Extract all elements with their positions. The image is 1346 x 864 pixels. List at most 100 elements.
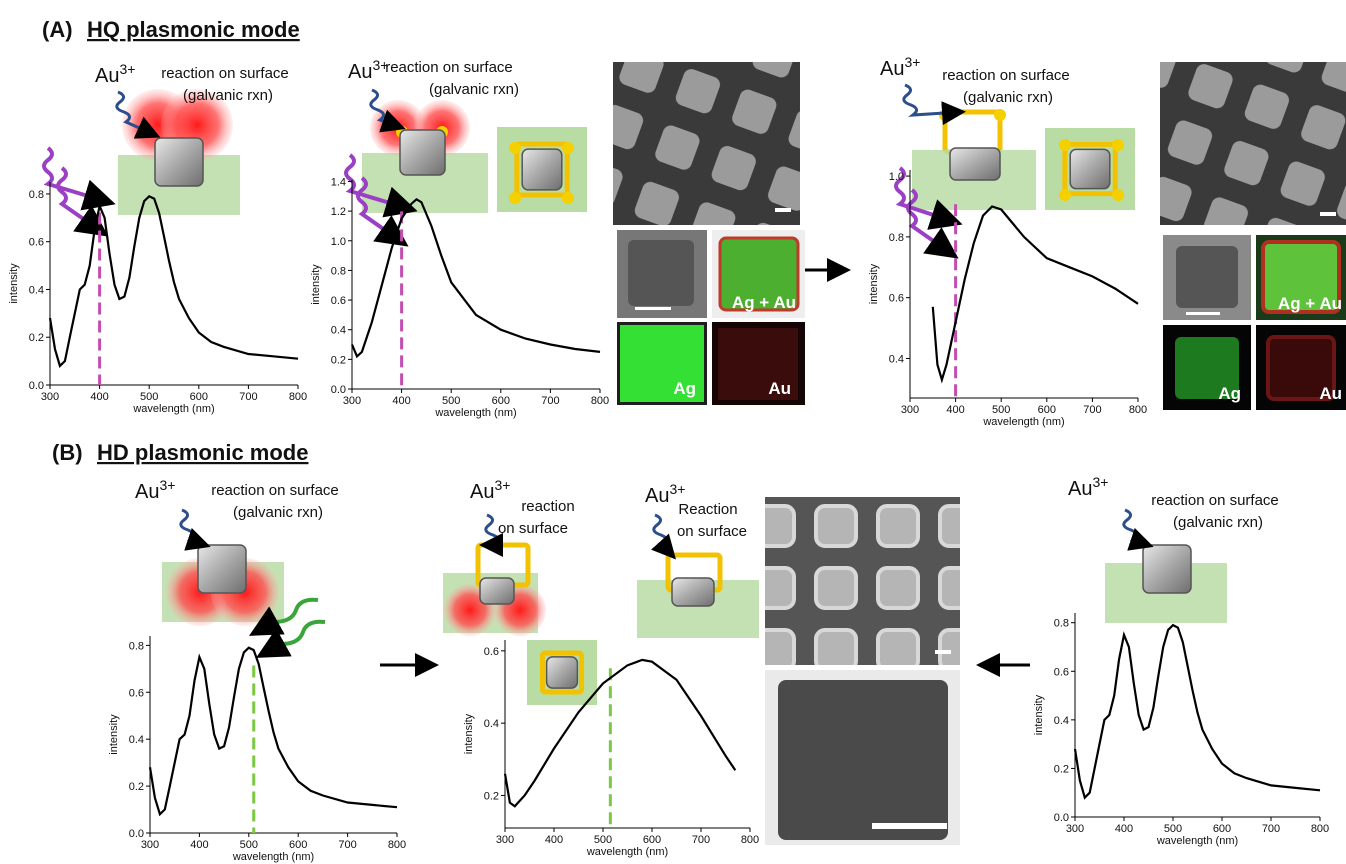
x-tick-label: 600: [643, 834, 661, 846]
x-tick-label: 300: [41, 391, 59, 403]
y-tick-label: 0.2: [331, 354, 346, 366]
charge: 3+: [119, 61, 135, 77]
x-tick-label: 300: [901, 404, 919, 416]
ion-label: Au3+: [1068, 474, 1108, 500]
y-tick-label: 0.2: [29, 332, 44, 344]
spectrum-chart: 3004005006007008000.20.40.6wavelength (n…: [463, 640, 759, 858]
spectrum-line: [1075, 625, 1320, 798]
nanocube: [547, 657, 578, 688]
eds-label: Au: [768, 379, 791, 398]
nanocube: [155, 138, 203, 186]
charge: 3+: [1092, 474, 1108, 490]
spectrum-chart: 3004005006007008000.00.20.40.60.8wavelen…: [108, 636, 406, 863]
ion-label: Au3+: [348, 57, 388, 83]
annotation: reaction on surface: [1151, 492, 1279, 509]
gold-tip: [1059, 139, 1071, 151]
gold-tip: [562, 142, 574, 154]
charge: 3+: [494, 477, 510, 493]
eds-label: Ag + Au: [732, 293, 796, 312]
ion: Au: [470, 481, 494, 503]
ion-arrow: [485, 515, 499, 545]
section-letter: (B): [52, 440, 83, 465]
annotation: (galvanic rxn): [429, 81, 519, 98]
x-tick-label: 800: [388, 839, 406, 851]
x-tick-label: 500: [594, 834, 612, 846]
x-tick-label: 800: [591, 395, 609, 407]
y-tick-label: 0.0: [1054, 812, 1069, 824]
gold-tip: [939, 109, 951, 121]
annotation: reaction on surface: [161, 65, 289, 82]
nanocube: [950, 148, 1000, 180]
x-tick-label: 400: [392, 395, 410, 407]
figure: (A) HQ plasmonic mode (B) HD plasmonic m…: [0, 0, 1346, 864]
y-tick-label: 0.6: [484, 646, 499, 658]
y-axis-label: intensity: [463, 713, 475, 754]
ion: Au: [95, 65, 119, 87]
y-tick-label: 0.4: [29, 284, 44, 296]
ion: Au: [135, 481, 159, 503]
y-tick-label: 0.6: [1054, 666, 1069, 678]
ion: Au: [880, 58, 904, 80]
y-tick-label: 0.8: [331, 265, 346, 277]
annotation: Reaction: [678, 501, 737, 518]
ion-arrow: [1124, 510, 1148, 545]
section-title: HQ plasmonic mode: [87, 17, 300, 42]
light-arrow: [44, 148, 108, 202]
x-axis-label: wavelength (nm): [434, 407, 516, 419]
nanocube: [1143, 545, 1191, 593]
x-tick-label: 600: [1038, 404, 1056, 416]
y-tick-label: 1.0: [331, 236, 346, 248]
x-tick-label: 500: [442, 395, 460, 407]
gold-tip: [994, 109, 1006, 121]
nanocube: [198, 545, 246, 593]
annotation: reaction on surface: [385, 59, 513, 76]
y-tick-label: 1.2: [331, 206, 346, 218]
y-tick-label: 0.8: [129, 640, 144, 652]
x-tick-label: 700: [692, 834, 710, 846]
x-tick-label: 700: [239, 391, 257, 403]
x-tick-label: 300: [141, 839, 159, 851]
y-tick-label: 0.6: [29, 237, 44, 249]
x-tick-label: 300: [1066, 823, 1084, 835]
ion-label: Au3+: [95, 61, 135, 87]
annotation: reaction: [521, 498, 574, 515]
y-tick-label: 0.4: [1054, 715, 1069, 727]
gold-tip: [562, 192, 574, 204]
light-arrow: [263, 622, 325, 654]
eds-label: Ag: [673, 379, 696, 398]
x-tick-label: 500: [1164, 823, 1182, 835]
y-tick-label: 0.6: [129, 687, 144, 699]
y-axis-label: intensity: [310, 264, 322, 305]
charge: 3+: [159, 477, 175, 493]
y-tick-label: 1.0: [889, 171, 904, 183]
y-tick-label: 0.4: [129, 734, 144, 746]
nanocube: [1070, 149, 1110, 188]
y-tick-label: 0.2: [1054, 763, 1069, 775]
spectrum-line: [150, 648, 397, 815]
x-tick-label: 400: [190, 839, 208, 851]
x-tick-label: 600: [492, 395, 510, 407]
ion: Au: [645, 485, 669, 507]
eds-label: Au: [1319, 384, 1342, 403]
x-tick-label: 800: [1311, 823, 1329, 835]
y-tick-label: 0.4: [889, 353, 904, 365]
x-axis-label: wavelength (nm): [586, 846, 668, 858]
y-tick-label: 0.2: [129, 781, 144, 793]
gold-tip: [1112, 139, 1124, 151]
x-tick-label: 700: [541, 395, 559, 407]
gold-tip: [1112, 189, 1124, 201]
x-tick-label: 800: [1129, 404, 1147, 416]
eds-label: Ag: [1218, 384, 1241, 403]
x-tick-label: 500: [992, 404, 1010, 416]
gold-tip: [509, 142, 521, 154]
section-b-title: (B) HD plasmonic mode: [52, 440, 308, 465]
x-tick-label: 600: [289, 839, 307, 851]
gold-frame: [945, 112, 1000, 152]
y-axis-label: intensity: [1033, 694, 1045, 735]
y-tick-label: 0.4: [331, 325, 346, 337]
x-axis-label: wavelength (nm): [232, 851, 314, 863]
x-tick-label: 700: [338, 839, 356, 851]
x-tick-label: 700: [1262, 823, 1280, 835]
ion: Au: [348, 61, 372, 83]
annotation: (galvanic rxn): [183, 87, 273, 104]
